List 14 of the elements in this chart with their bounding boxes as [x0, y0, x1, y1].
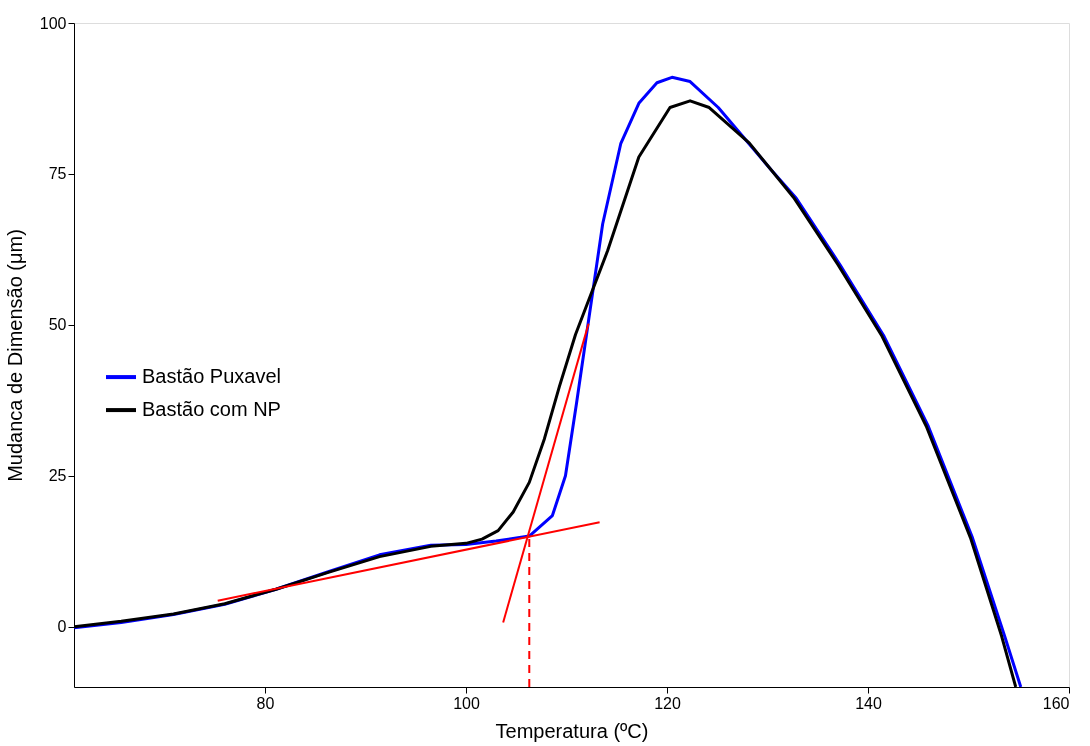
x-tick-label: 80 [256, 694, 275, 712]
legend-label: Bastão Puxavel [142, 365, 281, 388]
x-tick-label: 100 [453, 694, 480, 712]
y-tick-label: 75 [48, 165, 67, 183]
y-tick-label: 0 [57, 618, 67, 636]
y-tick-label: 25 [48, 467, 67, 485]
x-tick-label: 160 [1042, 694, 1070, 712]
legend-label: Bastão com NP [142, 398, 281, 421]
y-tick-label: 100 [39, 14, 67, 32]
x-tick-label: 140 [855, 694, 882, 712]
y-tick-label: 50 [48, 316, 67, 334]
y-axis-title: Mudanca de Dimensão (μm) [3, 229, 26, 482]
x-axis-title: Temperatura (ºC) [495, 719, 649, 742]
x-tick-label: 120 [654, 694, 681, 712]
